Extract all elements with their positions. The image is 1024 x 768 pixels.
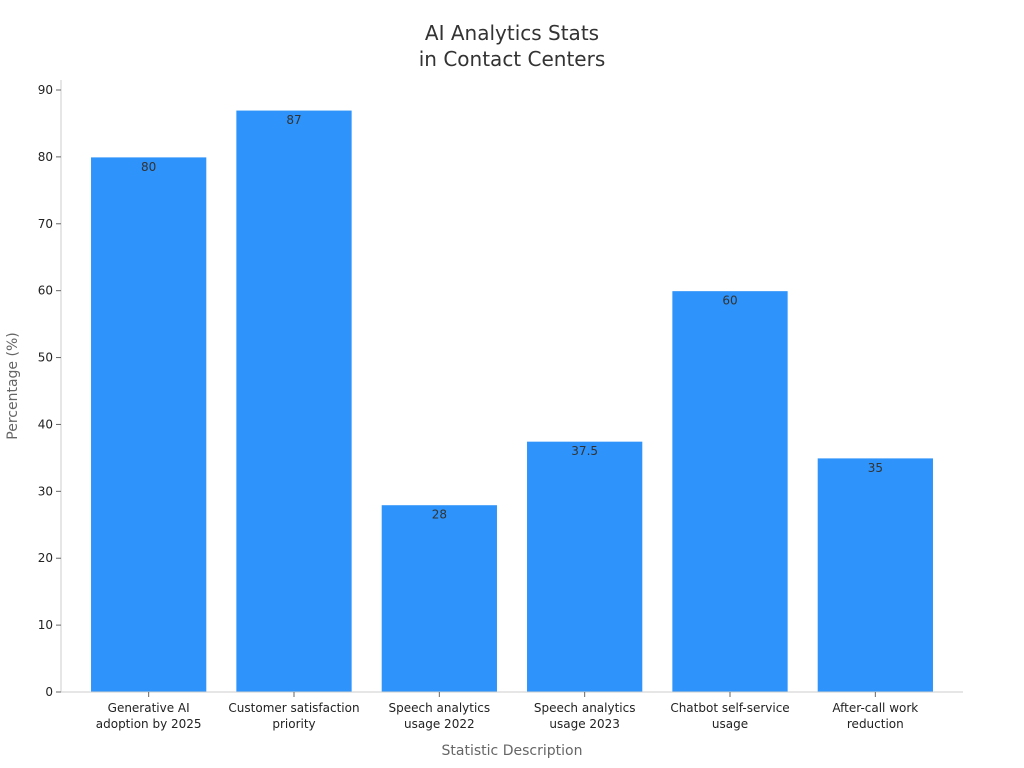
x-tick-label: usage 2023 [549, 717, 620, 731]
y-tick-label: 80 [38, 150, 53, 164]
y-tick-label: 70 [38, 217, 53, 231]
data-label: 80 [141, 160, 156, 174]
x-tick-label: After-call work [832, 701, 918, 715]
x-tick-label: adoption by 2025 [96, 717, 202, 731]
chart-title-line-2: in Contact Centers [419, 47, 606, 71]
x-tick-label: Speech analytics [534, 701, 636, 715]
y-tick-label: 0 [45, 685, 53, 699]
y-axis: 0 10 20 30 40 50 60 70 80 90 [38, 80, 62, 699]
bar [526, 440, 644, 693]
y-tick-label: 10 [38, 618, 53, 632]
data-label: 37.5 [571, 444, 598, 458]
y-tick-label: 40 [38, 417, 53, 431]
bar [380, 504, 498, 693]
y-tick-label: 90 [38, 83, 53, 97]
x-tick-label: Customer satisfaction [228, 701, 359, 715]
chart-title-line-1: AI Analytics Stats [425, 21, 599, 45]
bar [90, 156, 208, 693]
x-tick-label: Speech analytics [389, 701, 491, 715]
bar [235, 109, 353, 693]
x-tick-label: Generative AI [108, 701, 190, 715]
x-axis-title: Statistic Description [442, 743, 583, 759]
data-label: 35 [868, 461, 883, 475]
x-tick-label: usage 2022 [404, 717, 475, 731]
data-label: 28 [432, 508, 447, 522]
bar [816, 457, 934, 693]
y-tick-label: 50 [38, 351, 53, 365]
bar [671, 290, 789, 693]
x-tick-label: Chatbot self-service [670, 701, 789, 715]
x-axis: Generative AI adoption by 2025 Customer sa… [61, 691, 963, 731]
x-tick-label: usage [712, 717, 748, 731]
data-label: 60 [722, 294, 737, 308]
y-tick-label: 20 [38, 551, 53, 565]
x-tick-label: reduction [847, 717, 904, 731]
data-label: 87 [286, 113, 301, 127]
x-tick-label: priority [272, 717, 315, 731]
y-axis-title: Percentage (%) [5, 332, 21, 439]
y-tick-label: 30 [38, 484, 53, 498]
bars-group: 80 87 28 37.5 60 35 [90, 109, 934, 693]
y-tick-label: 60 [38, 284, 53, 298]
